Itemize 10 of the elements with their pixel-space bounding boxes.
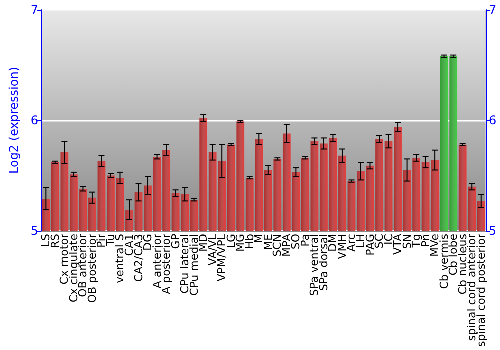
- y-tick-label: 5: [30, 224, 39, 238]
- x-tick-label: Tg: [410, 234, 424, 249]
- y-tick-label: 6: [30, 114, 39, 128]
- y2-tick-label: 7: [489, 3, 497, 17]
- y-axis-title: Log2 (expression): [7, 67, 21, 174]
- y2-tick-label: 5: [489, 224, 497, 238]
- x-tick-label: A posterior: [160, 234, 174, 294]
- x-tick-label: OB posterior: [86, 234, 99, 304]
- y2-tick-label: 6: [489, 114, 497, 128]
- y-tick-label: 7: [30, 3, 39, 17]
